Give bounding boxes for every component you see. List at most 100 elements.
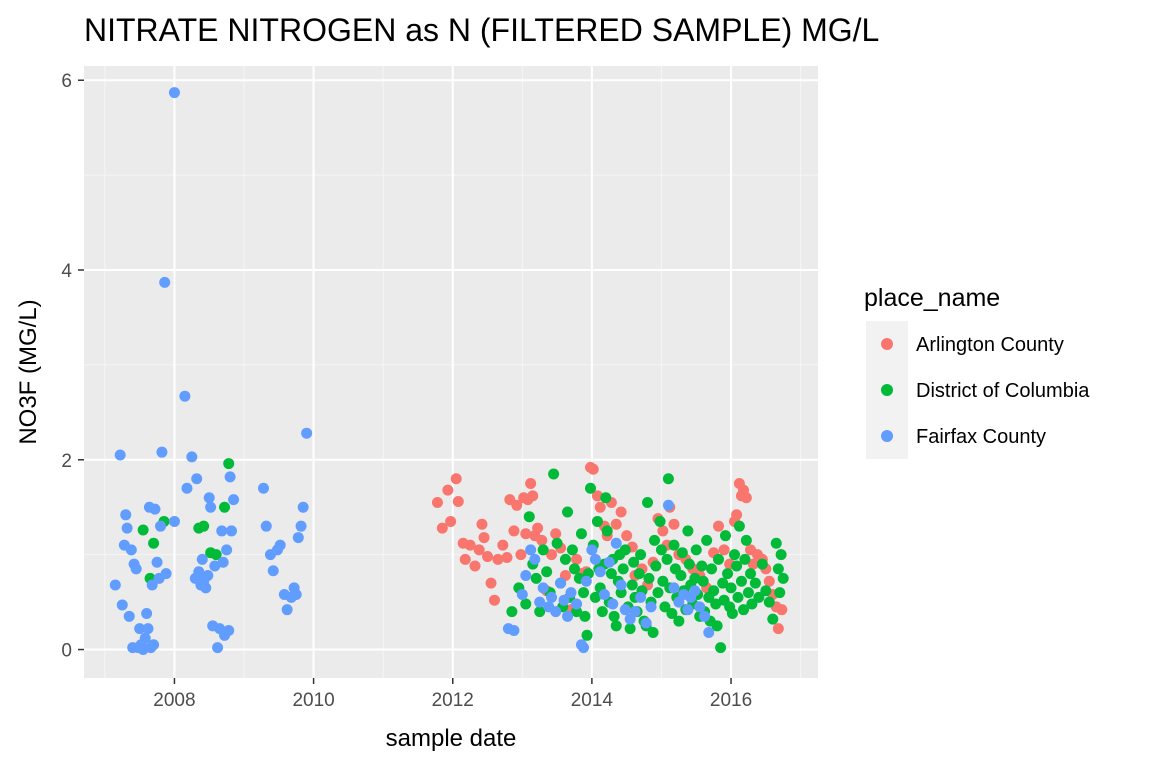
point-district-of-columbia (775, 549, 787, 561)
point-arlington-county (452, 496, 464, 508)
point-fairfax-county (121, 522, 133, 534)
point-fairfax-county (295, 520, 307, 532)
point-fairfax-county (516, 589, 528, 601)
point-district-of-columbia (562, 506, 574, 518)
point-district-of-columbia (710, 598, 722, 610)
point-district-of-columbia (749, 577, 761, 589)
point-district-of-columbia (732, 591, 744, 603)
point-arlington-county (621, 530, 633, 542)
point-district-of-columbia (137, 524, 149, 536)
point-fairfax-county (223, 625, 235, 637)
point-district-of-columbia (735, 575, 747, 587)
point-fairfax-county (699, 610, 711, 622)
point-fairfax-county (202, 570, 214, 582)
point-fairfax-county (160, 568, 172, 580)
data-points (109, 87, 789, 656)
point-district-of-columbia (668, 539, 680, 551)
point-district-of-columbia (711, 620, 723, 632)
point-district-of-columbia (647, 626, 659, 638)
point-arlington-county (459, 553, 471, 565)
point-fairfax-county (689, 585, 701, 597)
point-district-of-columbia (579, 610, 591, 622)
point-fairfax-county (205, 501, 217, 513)
point-arlington-county (713, 520, 725, 532)
point-fairfax-county (203, 492, 215, 504)
point-arlington-county (488, 594, 500, 606)
point-fairfax-county (221, 544, 233, 556)
point-district-of-columbia (219, 501, 231, 513)
point-district-of-columbia (650, 560, 662, 572)
chart-title: NITRATE NITROGEN as N (FILTERED SAMPLE) … (84, 12, 879, 48)
point-district-of-columbia (753, 591, 765, 603)
point-arlington-county (594, 501, 606, 513)
point-district-of-columbia (657, 575, 669, 587)
y-tick-label: 6 (61, 71, 72, 92)
point-district-of-columbia (682, 525, 694, 537)
point-district-of-columbia (763, 596, 775, 608)
point-fairfax-county (109, 579, 121, 591)
point-fairfax-county (191, 473, 203, 485)
point-fairfax-county (645, 601, 657, 613)
point-arlington-county (747, 558, 759, 570)
point-district-of-columbia (591, 515, 603, 527)
point-district-of-columbia (642, 496, 654, 508)
point-district-of-columbia (661, 553, 673, 565)
point-arlington-county (772, 623, 784, 635)
point-fairfax-county (212, 642, 224, 654)
point-fairfax-county (274, 539, 286, 551)
point-arlington-county (436, 522, 448, 534)
point-fairfax-county (571, 598, 583, 610)
point-district-of-columbia (746, 598, 758, 610)
point-district-of-columbia (696, 560, 708, 572)
point-fairfax-county (116, 599, 128, 611)
point-district-of-columbia (643, 572, 655, 584)
point-arlington-county (478, 532, 490, 544)
point-fairfax-county (179, 390, 191, 402)
point-district-of-columbia (551, 537, 563, 549)
point-arlington-county (501, 551, 513, 563)
point-fairfax-county (200, 582, 212, 594)
point-fairfax-county (225, 525, 237, 537)
point-arlington-county (442, 484, 454, 496)
point-fairfax-county (546, 591, 558, 603)
point-fairfax-county (589, 553, 601, 565)
point-fairfax-county (125, 544, 137, 556)
point-fairfax-county (168, 515, 180, 527)
point-fairfax-county (578, 642, 590, 654)
point-district-of-columbia (701, 534, 713, 546)
point-district-of-columbia (689, 572, 701, 584)
point-district-of-columbia (615, 587, 627, 599)
point-fairfax-county (594, 566, 606, 578)
point-district-of-columbia (198, 520, 210, 532)
point-district-of-columbia (760, 585, 772, 597)
point-district-of-columbia (719, 530, 731, 542)
point-fairfax-county (139, 632, 151, 644)
point-fairfax-county (619, 604, 631, 616)
point-fairfax-county (228, 494, 240, 506)
point-fairfax-county (224, 471, 236, 483)
point-fairfax-county (629, 606, 641, 618)
point-fairfax-county (181, 482, 193, 494)
point-fairfax-county (216, 525, 228, 537)
point-district-of-columbia (722, 568, 734, 580)
point-arlington-county (591, 490, 603, 502)
point-fairfax-county (217, 556, 229, 568)
point-district-of-columbia (740, 534, 752, 546)
point-district-of-columbia (717, 577, 729, 589)
legend-swatch-district-of-columbia (881, 384, 893, 396)
point-district-of-columbia (731, 560, 743, 572)
point-fairfax-county (297, 501, 309, 513)
point-fairfax-county (120, 509, 132, 521)
x-tick-label: 2010 (292, 690, 334, 711)
point-district-of-columbia (706, 563, 718, 575)
point-arlington-county (527, 490, 539, 502)
point-fairfax-county (281, 604, 293, 616)
x-tick-label: 2016 (710, 690, 752, 711)
point-district-of-columbia (626, 579, 638, 591)
point-district-of-columbia (568, 563, 580, 575)
x-tick-label: 2008 (153, 690, 195, 711)
point-district-of-columbia (520, 598, 532, 610)
point-fairfax-county (292, 532, 304, 544)
point-district-of-columbia (756, 558, 768, 570)
